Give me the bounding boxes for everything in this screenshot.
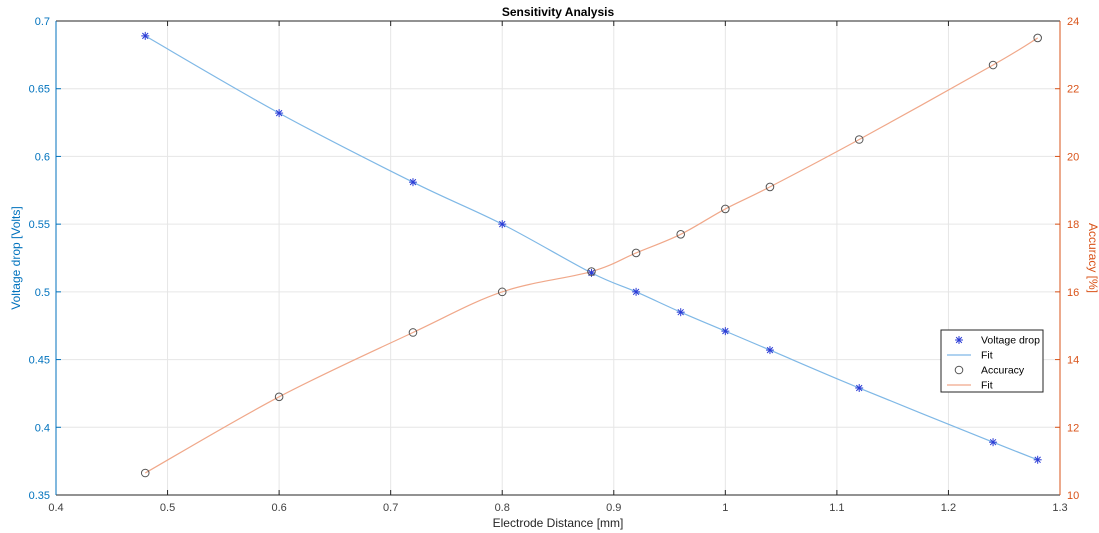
y-tick-label: 0.65 [29, 84, 50, 96]
marker-stroke [1034, 456, 1041, 464]
voltage-drop-point [632, 287, 641, 296]
voltage-drop-point [989, 438, 998, 447]
x-tick-label: 0.5 [160, 502, 175, 514]
voltage-drop-point [855, 384, 864, 393]
y2-tick-label: 14 [1067, 355, 1079, 367]
marker-stroke [766, 346, 774, 354]
accuracy-point [988, 60, 998, 70]
y2-tick-label: 10 [1067, 490, 1079, 502]
marker-stroke [722, 327, 729, 335]
accuracy-point [587, 267, 596, 276]
accuracy-point [854, 135, 864, 144]
voltage-drop-point [498, 220, 507, 229]
markers-layer [140, 31, 1042, 478]
x-tick-label: 0.6 [271, 502, 286, 514]
legend: Voltage drop Fit Accuracy Fit [940, 329, 1044, 393]
legend-label: Voltage drop [981, 335, 1040, 347]
y-tick-label: 0.6 [35, 151, 50, 163]
legend-item: Accuracy [954, 365, 1025, 377]
voltage-drop-point [141, 31, 150, 40]
axes-layer [55, 20, 1061, 496]
y2-axis-label: Accuracy [%] [1086, 223, 1099, 293]
legend-label: Fit [981, 350, 993, 362]
y-tick-label: 0.55 [29, 219, 50, 231]
marker-stroke [498, 220, 506, 228]
marker-stroke [989, 438, 997, 446]
x-tick-label: 0.4 [48, 502, 63, 514]
legend-item: Fit [947, 380, 993, 392]
legend-item: Voltage drop [955, 335, 1040, 347]
y2-tick-label: 18 [1067, 219, 1079, 231]
x-tick-label: 0.9 [606, 502, 621, 514]
voltage-drop-point [676, 308, 685, 317]
legend-asterisk-swatch [955, 336, 963, 344]
x-axis-label: Electrode Distance [mm] [493, 516, 624, 530]
voltage-drop-point [721, 327, 730, 336]
accuracy-point [676, 230, 686, 239]
x-tick-label: 1 [722, 502, 728, 514]
accuracy-point [1033, 33, 1042, 43]
marker-stroke [409, 178, 417, 186]
chart-title: Sensitivity Analysis [502, 5, 615, 19]
y-axis-label: Voltage drop [Volts] [9, 206, 23, 309]
y2-tick-label: 12 [1067, 422, 1079, 434]
marker-stroke [275, 109, 283, 117]
y2-tick-label: 24 [1067, 16, 1079, 28]
y2-tick-label: 20 [1067, 151, 1079, 163]
x-tick-label: 0.8 [495, 502, 510, 514]
accuracy-point [721, 204, 730, 214]
y-tick-label: 0.45 [29, 355, 50, 367]
x-tick-label: 1.1 [829, 502, 844, 514]
accuracy-point [274, 392, 284, 402]
y-tick-label: 0.5 [35, 287, 50, 299]
accuracy-point [408, 328, 418, 337]
y2-tick-label: 22 [1067, 84, 1079, 96]
accuracy-point [765, 182, 775, 192]
voltage-drop-point [1033, 455, 1042, 464]
marker-stroke [142, 32, 149, 40]
accuracy-point [140, 468, 150, 478]
y-tick-label: 0.35 [29, 490, 50, 502]
accuracy-point [631, 248, 641, 258]
legend-label: Fit [981, 380, 993, 392]
y-tick-label: 0.7 [35, 16, 50, 28]
x-tick-label: 0.7 [383, 502, 398, 514]
voltage-drop-point [408, 178, 417, 187]
legend-item: Fit [947, 350, 993, 362]
marker-stroke [677, 308, 684, 316]
voltage-drop-point [765, 346, 774, 355]
marker-stroke [632, 288, 640, 296]
marker-stroke [855, 384, 863, 392]
y2-tick-label: 16 [1067, 287, 1079, 299]
voltage-drop-point [275, 109, 284, 118]
x-tick-label: 1.2 [941, 502, 956, 514]
accuracy-fit-line [144, 37, 1039, 474]
accuracy-point [497, 287, 507, 297]
marker-stroke [955, 336, 963, 344]
legend-label: Accuracy [981, 365, 1025, 377]
y-tick-label: 0.4 [35, 422, 50, 434]
legend-circle-swatch [954, 365, 964, 375]
axis-text-layer: 0.4 0.5 0.6 0.7 0.8 0.9 1 1.1 1.2 1.30.350.40.450… [9, 5, 1099, 530]
x-tick-label: 1.3 [1052, 502, 1067, 514]
